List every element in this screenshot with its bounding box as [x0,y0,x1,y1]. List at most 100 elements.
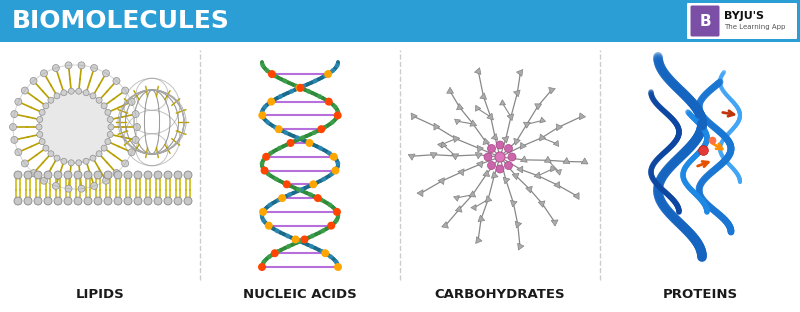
Circle shape [328,254,333,259]
Circle shape [487,144,495,153]
Text: NUCLEIC ACIDS: NUCLEIC ACIDS [243,287,357,300]
Circle shape [334,166,339,171]
Circle shape [284,182,290,187]
Circle shape [495,152,505,162]
Circle shape [61,90,67,96]
Circle shape [259,265,265,270]
Circle shape [52,65,59,71]
Circle shape [310,182,316,187]
Circle shape [484,153,492,161]
Circle shape [90,155,96,161]
Circle shape [267,254,272,259]
Circle shape [39,91,111,163]
Circle shape [102,70,110,77]
Circle shape [335,265,341,270]
Circle shape [505,144,513,153]
Circle shape [324,70,332,78]
Circle shape [286,244,291,249]
Circle shape [321,177,326,182]
Circle shape [312,130,317,135]
Circle shape [134,171,142,179]
Circle shape [134,197,142,205]
Circle shape [64,171,72,179]
Circle shape [310,233,315,238]
Circle shape [39,110,45,115]
Circle shape [54,155,60,161]
Circle shape [104,197,112,205]
Circle shape [48,97,54,103]
Circle shape [164,197,172,205]
Circle shape [273,125,278,130]
Circle shape [313,78,318,83]
Circle shape [322,73,328,78]
Circle shape [278,94,283,99]
Circle shape [68,88,74,94]
Circle shape [65,185,72,192]
Circle shape [44,171,52,179]
Circle shape [274,125,282,133]
Circle shape [262,208,266,213]
Circle shape [94,197,102,205]
Circle shape [124,171,132,179]
Circle shape [114,197,122,205]
Circle shape [113,77,120,85]
Circle shape [318,125,326,133]
Circle shape [282,180,290,188]
Circle shape [76,160,82,166]
Text: LIPIDS: LIPIDS [76,287,124,300]
Circle shape [37,131,42,138]
Circle shape [36,124,42,130]
Circle shape [11,111,18,118]
Circle shape [134,124,141,130]
Circle shape [299,187,304,192]
Circle shape [318,146,323,151]
Circle shape [259,161,265,166]
Circle shape [37,116,42,123]
Circle shape [84,197,92,205]
Text: The Learning App: The Learning App [724,24,786,30]
Circle shape [297,84,305,92]
Circle shape [108,124,114,130]
Circle shape [335,110,340,115]
Circle shape [496,141,504,149]
Circle shape [298,239,303,244]
Circle shape [34,197,42,205]
Circle shape [54,197,62,205]
Circle shape [276,197,282,202]
Circle shape [318,197,324,202]
Circle shape [287,192,292,197]
Circle shape [268,151,273,156]
Circle shape [22,160,28,167]
Circle shape [258,111,266,119]
Circle shape [122,160,129,167]
Circle shape [334,63,340,68]
Circle shape [154,197,162,205]
Circle shape [308,192,313,197]
Circle shape [285,233,290,238]
Circle shape [333,156,338,161]
Circle shape [278,194,286,202]
FancyBboxPatch shape [687,3,797,39]
Circle shape [319,249,325,254]
Circle shape [261,115,266,119]
Circle shape [297,239,302,244]
Circle shape [113,170,120,177]
Circle shape [34,171,42,179]
Circle shape [74,171,82,179]
Circle shape [314,194,322,202]
Circle shape [15,149,22,156]
Circle shape [289,89,294,94]
Circle shape [325,98,333,106]
Circle shape [52,183,59,189]
Circle shape [41,177,47,184]
Circle shape [327,151,332,156]
Circle shape [487,162,495,169]
Circle shape [265,68,270,73]
Circle shape [122,87,129,94]
Circle shape [11,136,18,144]
Circle shape [105,139,111,145]
Circle shape [132,136,139,144]
Circle shape [306,89,311,94]
Circle shape [274,228,279,233]
Circle shape [329,223,334,228]
